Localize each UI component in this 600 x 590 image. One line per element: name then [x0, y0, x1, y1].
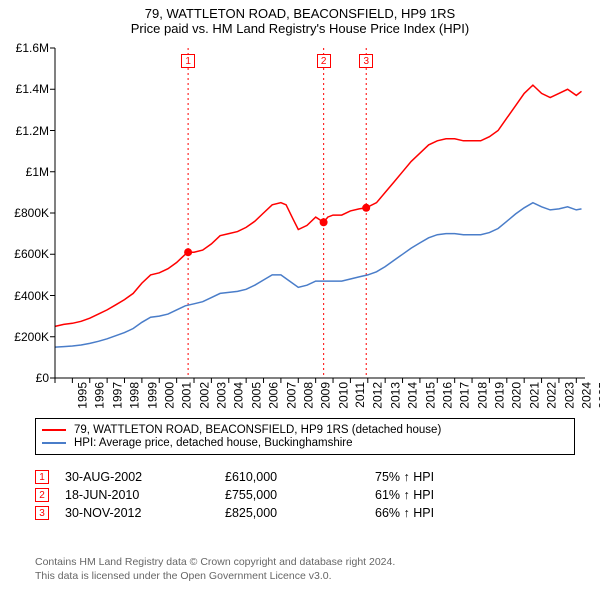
x-tick-label: 2006 — [267, 382, 281, 409]
x-tick-label: 2022 — [545, 382, 559, 409]
legend-label: 79, WATTLETON ROAD, BEACONSFIELD, HP9 1R… — [74, 424, 441, 436]
transaction-marker: 1 — [181, 54, 195, 68]
transaction-price: £755,000 — [225, 488, 375, 502]
footer-line: This data is licensed under the Open Gov… — [35, 570, 575, 584]
y-tick-label: £1.4M — [16, 82, 49, 96]
footer-line: Contains HM Land Registry data © Crown c… — [35, 556, 575, 570]
x-tick-label: 2009 — [319, 382, 333, 409]
y-tick-label: £800K — [14, 206, 49, 220]
transaction-date: 30-AUG-2002 — [65, 470, 225, 484]
y-tick-label: £600K — [14, 247, 49, 261]
transaction-marker: 3 — [359, 54, 373, 68]
legend-swatch — [42, 429, 66, 431]
transaction-price: £825,000 — [225, 506, 375, 520]
x-tick-label: 2023 — [562, 382, 576, 409]
legend-label: HPI: Average price, detached house, Buck… — [74, 437, 353, 449]
transaction-price: £610,000 — [225, 470, 375, 484]
transaction-marker: 1 — [35, 470, 49, 484]
x-tick-label: 2021 — [528, 382, 542, 409]
x-tick-label: 2011 — [353, 382, 367, 408]
chart-plot-area: £0£200K£400K£600K£800K£1M£1.2M£1.4M£1.6M… — [55, 48, 585, 378]
transaction-date: 18-JUN-2010 — [65, 488, 225, 502]
x-tick-label: 1997 — [110, 382, 124, 409]
x-tick-label: 1996 — [93, 382, 107, 409]
x-tick-label: 2008 — [302, 382, 316, 409]
x-tick-label: 2015 — [423, 382, 437, 409]
x-tick-label: 2007 — [284, 382, 298, 409]
x-tick-label: 2010 — [336, 382, 350, 409]
x-tick-label: 1998 — [128, 382, 142, 409]
y-tick-label: £0 — [36, 371, 49, 385]
x-tick-label: 2019 — [493, 382, 507, 409]
y-tick-label: £1.2M — [16, 124, 49, 138]
chart-title: 79, WATTLETON ROAD, BEACONSFIELD, HP9 1R… — [0, 6, 600, 21]
footer: Contains HM Land Registry data © Crown c… — [35, 556, 575, 583]
x-tick-label: 2012 — [371, 382, 385, 409]
x-tick-label: 2017 — [458, 382, 472, 409]
transaction-delta: 75% ↑ HPI — [375, 470, 535, 484]
transaction-date: 30-NOV-2012 — [65, 506, 225, 520]
y-tick-label: £200K — [14, 330, 49, 344]
legend: 79, WATTLETON ROAD, BEACONSFIELD, HP9 1R… — [35, 418, 575, 455]
x-tick-label: 1995 — [76, 382, 90, 409]
x-tick-label: 2014 — [406, 382, 420, 409]
x-tick-label: 2000 — [163, 382, 177, 409]
transaction-row: 3 30-NOV-2012£825,00066% ↑ HPI — [35, 506, 575, 520]
x-tick-label: 2001 — [180, 382, 194, 409]
transaction-delta: 61% ↑ HPI — [375, 488, 535, 502]
legend-item: HPI: Average price, detached house, Buck… — [42, 437, 568, 449]
x-tick-label: 2005 — [249, 382, 263, 409]
legend-item: 79, WATTLETON ROAD, BEACONSFIELD, HP9 1R… — [42, 424, 568, 436]
transaction-marker: 2 — [317, 54, 331, 68]
x-tick-label: 2016 — [441, 382, 455, 409]
chart-subtitle: Price paid vs. HM Land Registry's House … — [0, 21, 600, 36]
x-tick-label: 2013 — [388, 382, 402, 409]
y-tick-label: £400K — [14, 289, 49, 303]
x-tick-label: 2018 — [475, 382, 489, 409]
x-tick-label: 2004 — [232, 382, 246, 409]
transaction-row: 1 30-AUG-2002£610,00075% ↑ HPI — [35, 470, 575, 484]
y-tick-label: £1M — [26, 165, 49, 179]
transaction-table: 1 30-AUG-2002£610,00075% ↑ HPI 2 18-JUN-201… — [35, 466, 575, 524]
x-tick-label: 1999 — [145, 382, 159, 409]
transaction-row: 2 18-JUN-2010£755,00061% ↑ HPI — [35, 488, 575, 502]
x-tick-label: 2003 — [215, 382, 229, 409]
x-tick-label: 2024 — [580, 382, 594, 409]
x-tick-label: 2020 — [510, 382, 524, 409]
y-tick-label: £1.6M — [16, 41, 49, 55]
transaction-marker: 3 — [35, 506, 49, 520]
transaction-marker: 2 — [35, 488, 49, 502]
legend-swatch — [42, 442, 66, 444]
transaction-delta: 66% ↑ HPI — [375, 506, 535, 520]
x-tick-label: 2002 — [197, 382, 211, 409]
